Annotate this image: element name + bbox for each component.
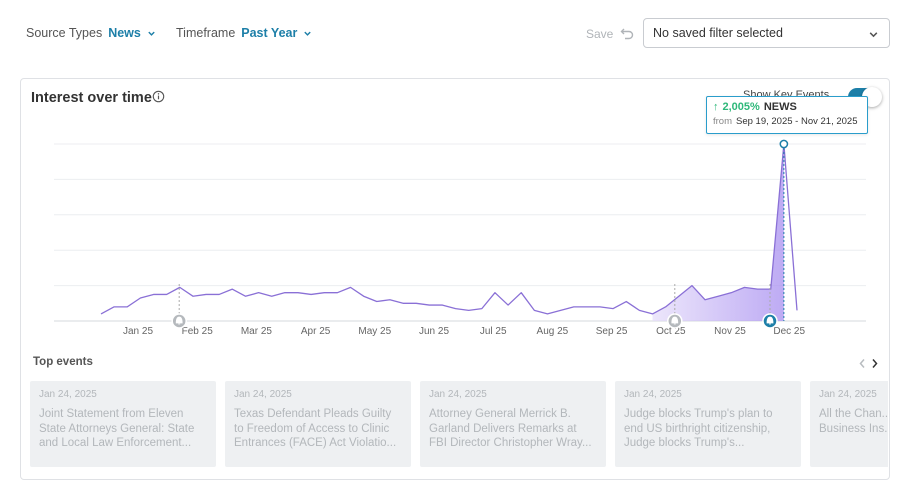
interest-area xyxy=(652,144,784,321)
x-tick-label: Dec 25 xyxy=(773,326,805,337)
x-tick-label: Aug 25 xyxy=(537,326,569,337)
x-tick-label: Oct 25 xyxy=(656,326,686,337)
top-events-label: Top events xyxy=(33,356,93,368)
timeframe-label: Timeframe xyxy=(176,26,236,40)
x-tick-label: Sep 25 xyxy=(596,326,628,337)
source-types-label: Source Types xyxy=(26,26,103,40)
event-card[interactable]: Jan 24, 2025 Joint Statement from Eleven… xyxy=(30,381,216,467)
tooltip-from-label: from xyxy=(713,116,732,127)
event-date: Jan 24, 2025 xyxy=(429,389,487,400)
tooltip-range: Sep 19, 2025 - Nov 21, 2025 xyxy=(736,116,858,127)
source-types-filter[interactable]: Source Types News xyxy=(26,26,156,40)
timeframe-filter[interactable]: Timeframe Past Year xyxy=(176,26,312,40)
event-card[interactable]: Jan 24, 2025 Attorney General Merrick B.… xyxy=(420,381,606,467)
save-button[interactable]: Save xyxy=(586,27,614,41)
x-tick-label: May 25 xyxy=(358,326,391,337)
tooltip-category: NEWS xyxy=(763,101,797,113)
top-events-carousel: Jan 24, 2025 Joint Statement from Eleven… xyxy=(30,381,888,467)
x-tick-label: Feb 25 xyxy=(182,326,214,337)
event-title: Texas Defendant Pleads Guilty to Freedom… xyxy=(234,408,397,449)
event-date: Jan 24, 2025 xyxy=(234,389,292,400)
x-tick-label: Jul 25 xyxy=(480,326,507,337)
event-date: Jan 24, 2025 xyxy=(819,389,877,400)
interest-over-time-card: Jan 25 Feb 25 Mar 25 Apr 25 May 25 Jun 25 Jul … xyxy=(20,78,890,480)
bell-icon xyxy=(766,316,774,325)
chevron-down-icon xyxy=(304,31,312,36)
event-date: Jan 24, 2025 xyxy=(624,389,682,400)
tooltip-change: 2,005% xyxy=(722,101,760,113)
interest-chart: Jan 25 Feb 25 Mar 25 Apr 25 May 25 Jun 25 Jul … xyxy=(54,139,866,337)
undo-icon[interactable] xyxy=(619,25,635,41)
event-card[interactable]: Jan 24, 2025 Texas Defendant Pleads Guil… xyxy=(225,381,411,467)
event-title: All the Chan... Orders Trum... Business … xyxy=(819,408,888,435)
bell-icon xyxy=(175,316,183,325)
event-card[interactable]: Jan 24, 2025 All the Chan... Orders Trum… xyxy=(810,381,888,467)
x-tick-label: Jun 25 xyxy=(419,326,449,337)
chart-tooltip: ↑ 2,005% NEWS from Sep 19, 2025 - Nov 21… xyxy=(706,96,868,134)
interest-line xyxy=(100,143,798,315)
source-types-value: News xyxy=(108,26,141,40)
chevron-down-icon xyxy=(148,31,155,36)
x-tick-label: Jan 25 xyxy=(123,326,153,337)
chevron-down-icon xyxy=(869,32,878,38)
highlighted-point xyxy=(779,139,789,149)
event-title: Judge blocks Trump's plan to end US birt… xyxy=(624,408,773,449)
saved-filter-value: No saved filter selected xyxy=(653,26,783,40)
bell-icon xyxy=(671,316,679,325)
x-tick-label: Apr 25 xyxy=(301,326,331,337)
event-title: Joint Statement from Eleven State Attorn… xyxy=(39,408,195,449)
filter-bar: Source Types News Timeframe Past Year Sa… xyxy=(0,0,911,66)
x-tick-label: Mar 25 xyxy=(241,326,273,337)
chevron-right-icon[interactable] xyxy=(870,358,879,369)
timeframe-value: Past Year xyxy=(241,26,298,40)
event-title: Attorney General Merrick B. Garland Deli… xyxy=(429,408,592,449)
event-date: Jan 24, 2025 xyxy=(39,389,97,400)
card-title: Interest over time xyxy=(31,90,152,106)
event-card[interactable]: Jan 24, 2025 Judge blocks Trump's plan t… xyxy=(615,381,801,467)
x-tick-label: Nov 25 xyxy=(714,326,746,337)
saved-filter-select[interactable]: No saved filter selected xyxy=(643,18,890,48)
chevron-left-icon[interactable] xyxy=(858,358,867,369)
arrow-up-icon: ↑ xyxy=(713,101,719,113)
info-icon[interactable] xyxy=(152,90,165,103)
